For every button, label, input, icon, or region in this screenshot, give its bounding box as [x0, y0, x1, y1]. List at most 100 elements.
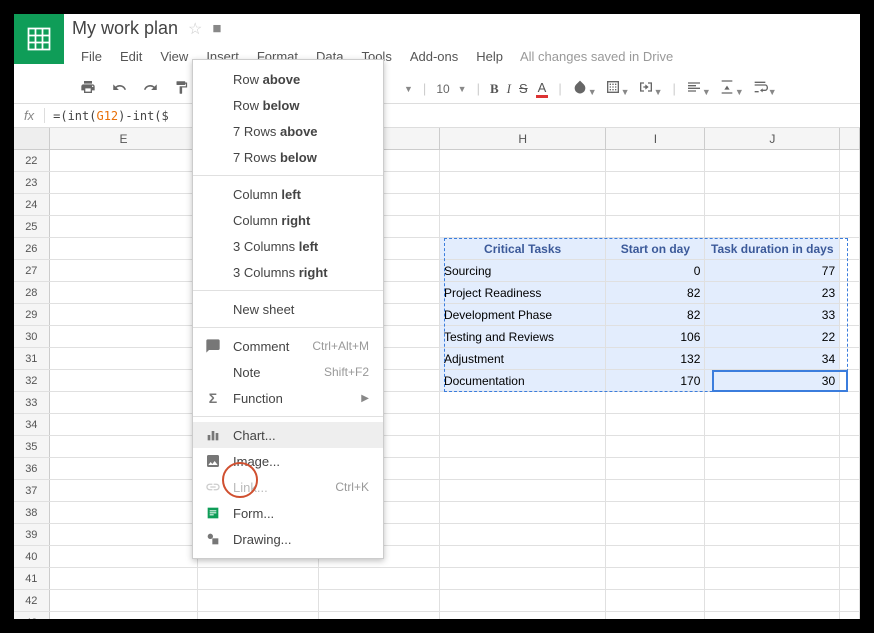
cell[interactable]: Adjustment: [440, 348, 606, 369]
row-header[interactable]: 28: [14, 282, 50, 303]
cell[interactable]: [840, 590, 860, 611]
cell[interactable]: [440, 612, 606, 619]
menu-view[interactable]: View: [151, 45, 197, 68]
valign-icon[interactable]: ▼: [719, 79, 744, 98]
row-header[interactable]: 35: [14, 436, 50, 457]
paint-format-icon[interactable]: [174, 80, 189, 98]
cell[interactable]: 23: [705, 282, 840, 303]
cell[interactable]: [440, 480, 606, 501]
cell[interactable]: [705, 502, 840, 523]
cell[interactable]: [705, 172, 840, 193]
cell[interactable]: [50, 480, 199, 501]
cell[interactable]: [50, 458, 199, 479]
row-header[interactable]: 43: [14, 612, 50, 619]
row-header[interactable]: 38: [14, 502, 50, 523]
cell[interactable]: 77: [705, 260, 840, 281]
cell[interactable]: [606, 216, 705, 237]
cell[interactable]: [198, 612, 319, 619]
cell[interactable]: [50, 590, 199, 611]
dd-row-above[interactable]: Row above: [193, 66, 383, 92]
cell[interactable]: 82: [606, 304, 705, 325]
row-header[interactable]: 24: [14, 194, 50, 215]
align-icon[interactable]: ▼: [686, 79, 711, 98]
print-icon[interactable]: [80, 79, 96, 98]
col-header-J[interactable]: J: [705, 128, 840, 149]
cell[interactable]: [319, 590, 440, 611]
cell[interactable]: [705, 546, 840, 567]
cell[interactable]: [606, 546, 705, 567]
cell[interactable]: Testing and Reviews: [440, 326, 606, 347]
cell[interactable]: [319, 568, 440, 589]
cell[interactable]: [840, 546, 860, 567]
cell[interactable]: [50, 612, 199, 619]
cell[interactable]: [606, 590, 705, 611]
cell[interactable]: [440, 150, 606, 171]
cell[interactable]: [840, 436, 860, 457]
cell[interactable]: [606, 194, 705, 215]
cell[interactable]: [705, 194, 840, 215]
cell[interactable]: [840, 326, 860, 347]
doc-title[interactable]: My work plan: [72, 18, 178, 39]
cell[interactable]: 0: [606, 260, 705, 281]
cell[interactable]: [50, 348, 199, 369]
cell[interactable]: [50, 414, 199, 435]
cell[interactable]: [840, 150, 860, 171]
cell[interactable]: [50, 172, 199, 193]
cell[interactable]: [705, 568, 840, 589]
cell[interactable]: [705, 392, 840, 413]
cell[interactable]: [440, 392, 606, 413]
row-header[interactable]: 33: [14, 392, 50, 413]
cell[interactable]: [50, 304, 199, 325]
cell[interactable]: [440, 216, 606, 237]
redo-icon[interactable]: [143, 80, 158, 98]
formula-input[interactable]: =(int(G12)-int($: [45, 109, 177, 123]
cell[interactable]: [440, 546, 606, 567]
cell[interactable]: [840, 260, 860, 281]
cell[interactable]: 82: [606, 282, 705, 303]
cell[interactable]: [50, 238, 199, 259]
cell[interactable]: [606, 150, 705, 171]
cell[interactable]: Sourcing: [440, 260, 606, 281]
dd-rows-above[interactable]: 7 Rows above: [193, 118, 383, 144]
cell[interactable]: Critical Tasks: [440, 238, 606, 259]
cell[interactable]: [705, 612, 840, 619]
cell[interactable]: [440, 568, 606, 589]
cell[interactable]: [606, 612, 705, 619]
dd-rows-below[interactable]: 7 Rows below: [193, 144, 383, 170]
dd-row-below[interactable]: Row below: [193, 92, 383, 118]
cell[interactable]: [50, 216, 199, 237]
cell[interactable]: [840, 612, 860, 619]
cell[interactable]: [50, 370, 199, 391]
row-header[interactable]: 37: [14, 480, 50, 501]
cell[interactable]: [606, 480, 705, 501]
cell[interactable]: [440, 414, 606, 435]
cell[interactable]: [440, 436, 606, 457]
cell[interactable]: [840, 414, 860, 435]
cell[interactable]: [606, 436, 705, 457]
cell[interactable]: [840, 216, 860, 237]
cell[interactable]: [606, 458, 705, 479]
cell[interactable]: [50, 260, 199, 281]
cell[interactable]: [50, 568, 199, 589]
row-header[interactable]: 30: [14, 326, 50, 347]
cell[interactable]: Development Phase: [440, 304, 606, 325]
dd-note[interactable]: NoteShift+F2: [193, 359, 383, 385]
cell[interactable]: [705, 150, 840, 171]
text-color-icon[interactable]: A: [536, 80, 549, 98]
cell[interactable]: [319, 612, 440, 619]
row-header[interactable]: 41: [14, 568, 50, 589]
cell[interactable]: 34: [705, 348, 840, 369]
cell[interactable]: [840, 282, 860, 303]
strikethrough-icon[interactable]: S: [519, 81, 528, 96]
cell[interactable]: [705, 458, 840, 479]
row-header[interactable]: 29: [14, 304, 50, 325]
cell[interactable]: 106: [606, 326, 705, 347]
row-header[interactable]: 39: [14, 524, 50, 545]
row-header[interactable]: 25: [14, 216, 50, 237]
cell[interactable]: [606, 392, 705, 413]
italic-icon[interactable]: I: [507, 81, 511, 97]
col-header-H[interactable]: H: [440, 128, 606, 149]
dd-cols-left[interactable]: 3 Columns left: [193, 233, 383, 259]
row-header[interactable]: 32: [14, 370, 50, 391]
cell[interactable]: Documentation: [440, 370, 606, 391]
